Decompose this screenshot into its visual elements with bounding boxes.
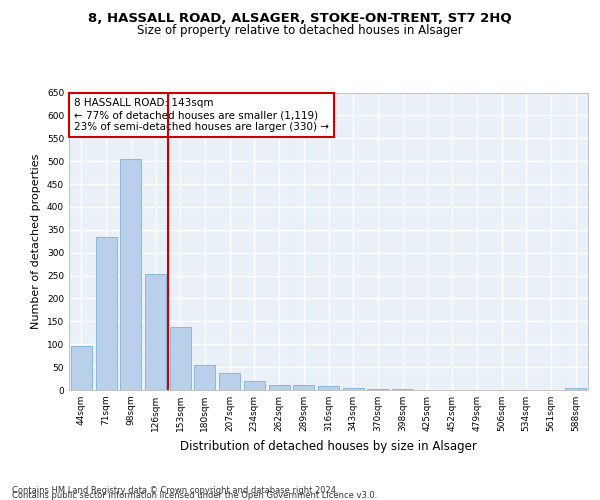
- Bar: [293, 386, 314, 390]
- Bar: [170, 327, 191, 390]
- Bar: [318, 386, 339, 390]
- Text: Size of property relative to detached houses in Alsager: Size of property relative to detached ho…: [137, 24, 463, 37]
- Bar: [343, 388, 364, 390]
- X-axis label: Distribution of detached houses by size in Alsager: Distribution of detached houses by size …: [180, 440, 477, 452]
- Text: Contains public sector information licensed under the Open Government Licence v3: Contains public sector information licen…: [12, 491, 377, 500]
- Bar: [95, 236, 116, 390]
- Bar: [367, 388, 388, 390]
- Bar: [194, 365, 215, 390]
- Text: 8 HASSALL ROAD: 143sqm
← 77% of detached houses are smaller (1,119)
23% of semi-: 8 HASSALL ROAD: 143sqm ← 77% of detached…: [74, 98, 329, 132]
- Bar: [71, 346, 92, 390]
- Bar: [120, 159, 141, 390]
- Bar: [565, 388, 586, 390]
- Y-axis label: Number of detached properties: Number of detached properties: [31, 154, 41, 329]
- Bar: [219, 372, 240, 390]
- Bar: [269, 386, 290, 390]
- Bar: [145, 274, 166, 390]
- Bar: [392, 389, 413, 390]
- Text: 8, HASSALL ROAD, ALSAGER, STOKE-ON-TRENT, ST7 2HQ: 8, HASSALL ROAD, ALSAGER, STOKE-ON-TRENT…: [88, 12, 512, 26]
- Text: Contains HM Land Registry data © Crown copyright and database right 2024.: Contains HM Land Registry data © Crown c…: [12, 486, 338, 495]
- Bar: [244, 381, 265, 390]
